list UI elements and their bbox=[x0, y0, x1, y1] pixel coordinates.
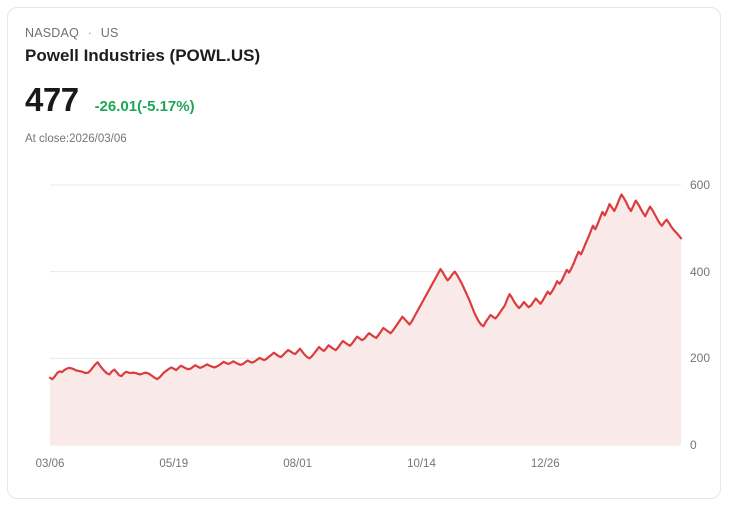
exchange-line: NASDAQ · US bbox=[25, 25, 665, 41]
current-price: 477 bbox=[25, 81, 79, 118]
y-axis-tick-label: 400 bbox=[690, 264, 711, 279]
y-axis-tick-label: 0 bbox=[690, 438, 697, 452]
price-chart[interactable]: 600 400 200 0 03/06 05/19 08/01 10/14 12/26 bbox=[8, 168, 720, 488]
exchange-separator: · bbox=[87, 26, 93, 40]
region-label: US bbox=[100, 26, 119, 40]
y-axis-tick-label: 200 bbox=[690, 351, 711, 366]
price-chart-svg bbox=[48, 184, 683, 446]
price-change: -26.01(-5.17%) bbox=[94, 98, 195, 115]
area-fill bbox=[50, 194, 681, 445]
x-axis-tick-label: 03/06 bbox=[35, 458, 65, 470]
x-axis-tick-label: 12/26 bbox=[530, 458, 560, 470]
page-title: Powell Industries (POWL.US) bbox=[25, 46, 261, 65]
x-axis-tick-label: 05/19 bbox=[159, 458, 189, 470]
y-axis-tick-label: 600 bbox=[690, 178, 711, 192]
x-axis-tick-label: 10/14 bbox=[407, 458, 436, 470]
stock-quote-card: NASDAQ · US Powell Industries (POWL.US) … bbox=[7, 7, 721, 499]
price-line bbox=[48, 193, 683, 381]
market-status: At close:2026/03/06 bbox=[25, 133, 127, 145]
x-axis-tick-label: 08/01 bbox=[283, 458, 313, 470]
quote-row: 477 -26.01(-5.17%) bbox=[25, 82, 665, 118]
exchange-name: NASDAQ bbox=[25, 26, 79, 40]
quote-header: NASDAQ · US Powell Industries (POWL.US) … bbox=[25, 25, 665, 147]
